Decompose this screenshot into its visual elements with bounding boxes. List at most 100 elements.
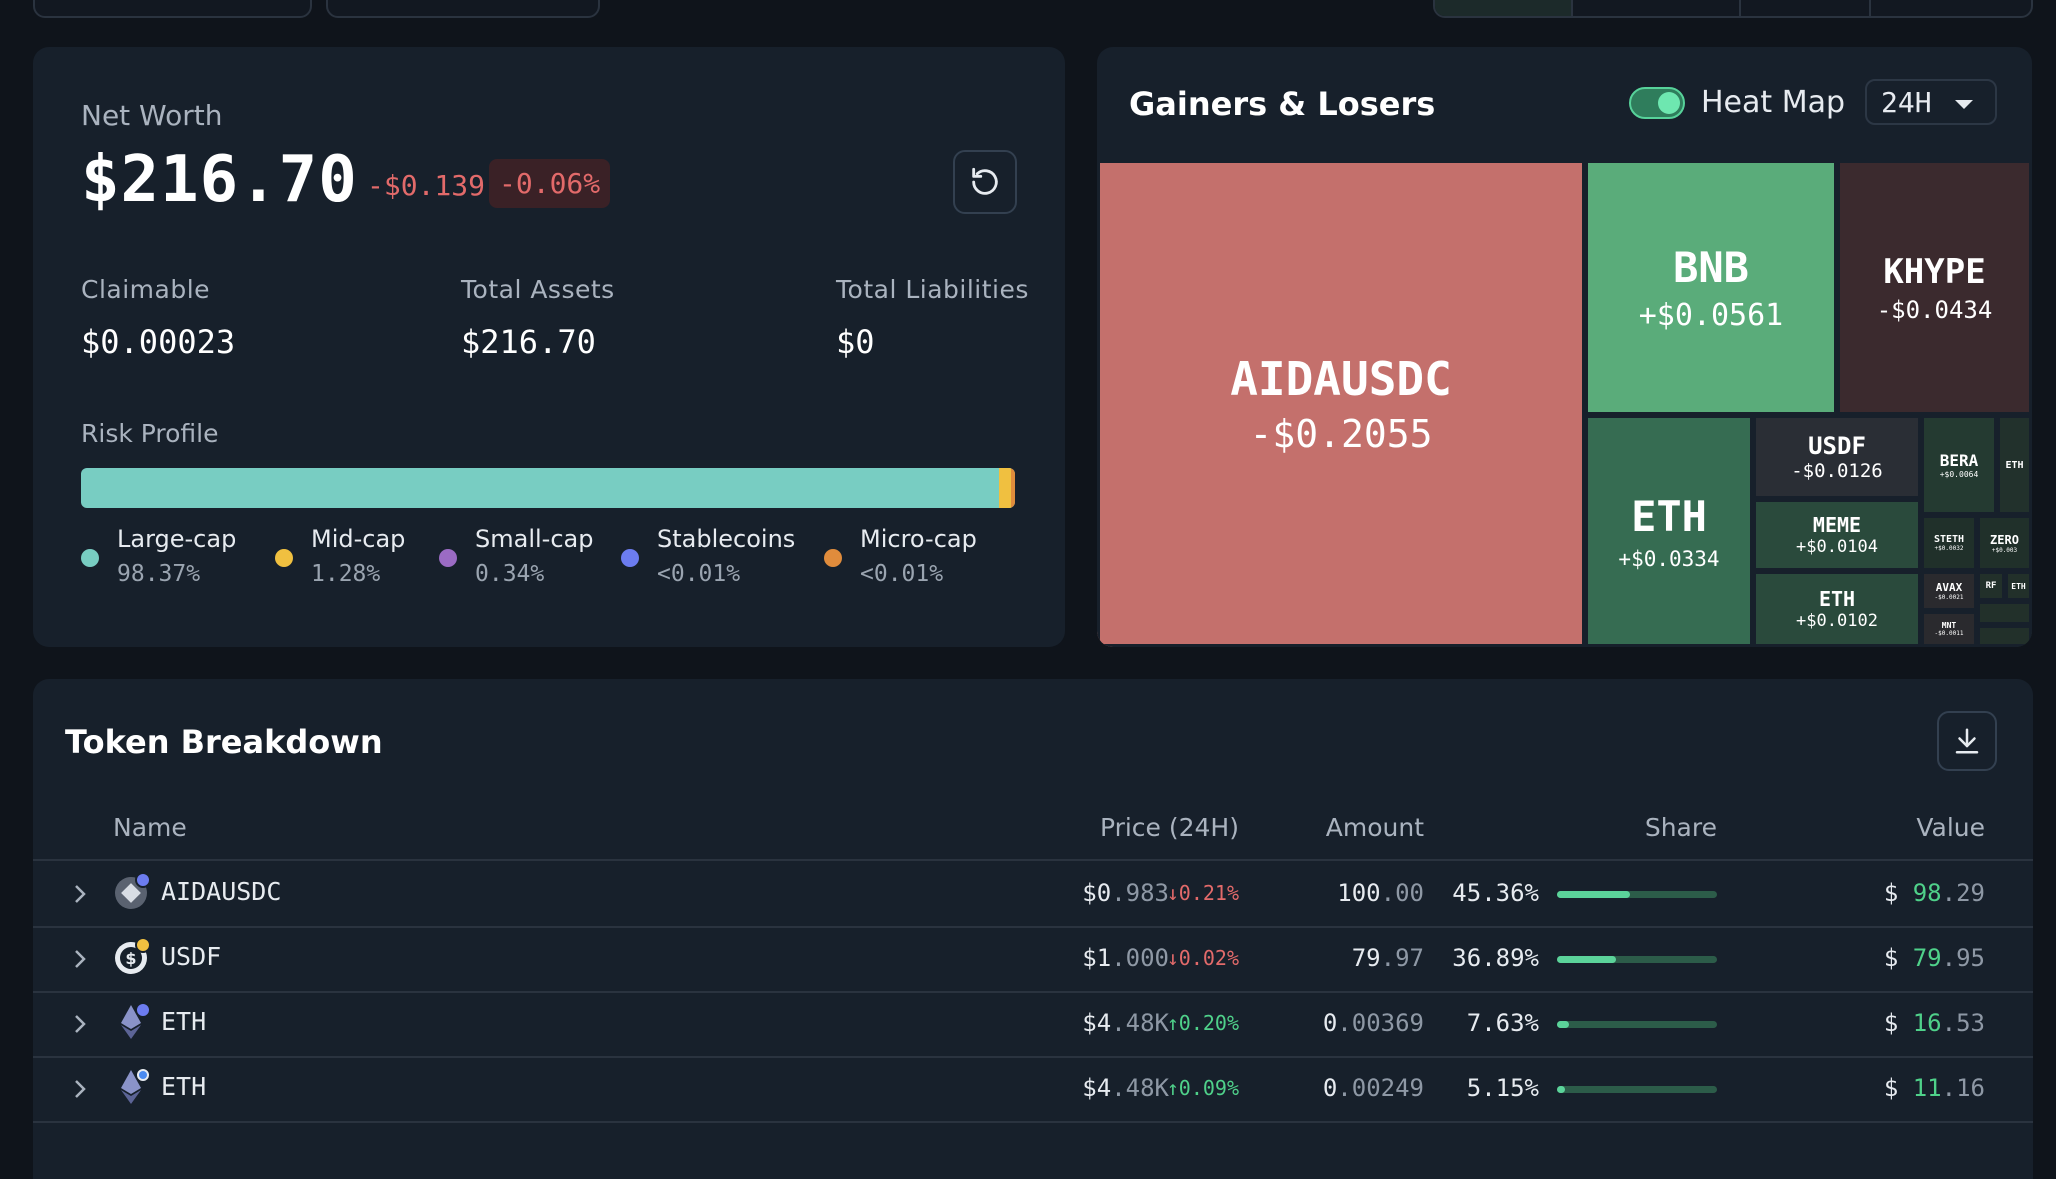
heatmap-tile-mnt[interactable]: MNT -$0.0011: [1921, 611, 1977, 647]
legend-pct: 98.37%: [117, 561, 201, 587]
heatmap-toggle[interactable]: [1629, 87, 1685, 119]
risk-profile-bar: [81, 468, 1015, 508]
heatmap-tile-zero[interactable]: ZERO +$0.003: [1977, 515, 2032, 571]
risk-profile-label: Risk Profile: [81, 419, 219, 448]
token-icon: [121, 1002, 151, 1039]
share-bar-fill: [1557, 956, 1617, 963]
header-divider: [33, 859, 2033, 861]
token-name: ETH: [161, 1072, 207, 1101]
token-breakdown-card: Token Breakdown Name Price (24H) Amount …: [33, 679, 2033, 1179]
heatmap-tile-avax[interactable]: AVAX -$0.0021: [1921, 571, 1977, 611]
legend-pct: 1.28%: [311, 561, 381, 587]
heatmap-tile-eth-2[interactable]: ETH +$0.0102: [1753, 571, 1921, 647]
tile-value: -$0.0021: [1934, 594, 1964, 601]
chevron-right-icon[interactable]: [73, 1013, 87, 1035]
table-row[interactable]: ETH $4.48K ↑0.20% 0.00369 7.63% $ 16.53: [33, 991, 2033, 1058]
price-change: ↓0.02%: [1166, 946, 1239, 970]
amount-cell: 79.97: [1351, 944, 1424, 972]
segment-4[interactable]: [1871, 0, 2031, 16]
legend-name: Micro-cap: [860, 525, 977, 553]
heatmap-tile-usdf[interactable]: USDF -$0.0126: [1753, 415, 1921, 499]
legend-dot: [621, 549, 639, 567]
tile-name: AIDAUSDC: [1230, 351, 1452, 406]
tile-value: -$0.0126: [1791, 460, 1883, 482]
tile-value: +$0.0032: [1934, 545, 1964, 552]
net-worth-change-pct: -0.06%: [489, 159, 611, 208]
share-bar: [1557, 891, 1717, 898]
tile-value: -$0.0434: [1876, 295, 1993, 324]
claimable-value: $0.00023: [81, 323, 236, 361]
price-change: ↑0.20%: [1166, 1011, 1239, 1035]
legend-dot: [439, 549, 457, 567]
table-row[interactable]: $ USDF $1.000 ↓0.02% 79.97 36.89% $ 79.9…: [33, 926, 2033, 993]
amount-cell: 0.00369: [1322, 1009, 1424, 1037]
heatmap-label: Heat Map: [1701, 85, 1846, 120]
price-cell: $4.48K: [1082, 1009, 1169, 1037]
tile-name: ETH: [2005, 459, 2024, 471]
column-header-name[interactable]: Name: [113, 813, 187, 842]
tile-name: MEME: [1812, 513, 1862, 537]
amount-cell: 100.00: [1337, 879, 1424, 907]
total-liabilities-label: Total Liabilities: [836, 275, 1029, 304]
segment-3[interactable]: [1741, 0, 1871, 16]
share-bar-fill: [1557, 891, 1630, 898]
heatmap-tile-steth[interactable]: STETH +$0.0032: [1921, 515, 1977, 571]
token-breakdown-title: Token Breakdown: [65, 723, 383, 761]
segment-2[interactable]: [1573, 0, 1741, 16]
chevron-right-icon[interactable]: [73, 948, 87, 970]
tile-value: -$0.2055: [1249, 411, 1433, 456]
legend-pct: <0.01%: [860, 561, 944, 587]
share-pct: 36.89%: [1452, 944, 1539, 972]
heatmap-tile-aidausdc[interactable]: AIDAUSDC -$0.2055: [1097, 160, 1585, 647]
amount-cell: 0.00249: [1322, 1074, 1424, 1102]
time-range-select[interactable]: 24H: [1865, 79, 1997, 125]
table-row[interactable]: ETH $4.48K ↑0.09% 0.00249 5.15% $ 11.16: [33, 1056, 2033, 1123]
heatmap-tile-eth-1[interactable]: ETH +$0.0334: [1585, 415, 1753, 647]
column-header-share[interactable]: Share: [1644, 813, 1717, 842]
value-cell: $ 98.29: [1883, 879, 1985, 907]
share-bar-fill: [1557, 1086, 1566, 1093]
column-header-value[interactable]: Value: [1916, 813, 1985, 842]
top-segmented-control[interactable]: [1433, 0, 2033, 18]
legend-name: Small-cap: [475, 525, 594, 553]
heatmap-tile-bnb[interactable]: BNB +$0.0561: [1585, 160, 1837, 415]
price-cell: $1.000: [1082, 944, 1169, 972]
heatmap-tile-bera[interactable]: BERA +$0.0064: [1921, 415, 1997, 515]
legend-dot: [824, 549, 842, 567]
gainers-losers-title: Gainers & Losers: [1129, 85, 1436, 123]
heatmap-tile-small-2[interactable]: [1977, 625, 2032, 647]
heatmap-tile-small-1[interactable]: [1977, 601, 2032, 625]
chevron-right-icon[interactable]: [73, 1078, 87, 1100]
legend-name: Large-cap: [117, 525, 237, 553]
value-cell: $ 79.95: [1883, 944, 1985, 972]
refresh-button[interactable]: [953, 150, 1017, 214]
risk-bar-mid-cap: [999, 468, 1011, 508]
tile-value: +$0.0334: [1618, 546, 1720, 571]
total-assets-value: $216.70: [461, 323, 596, 361]
table-row[interactable]: AIDAUSDC $0.983 ↓0.21% 100.00 45.36% $ 9…: [33, 861, 2033, 928]
column-header-price[interactable]: Price (24H): [1099, 813, 1239, 842]
tile-name: ETH: [1631, 491, 1707, 541]
column-header-amount[interactable]: Amount: [1325, 813, 1424, 842]
net-worth-change: -$0.139: [367, 169, 486, 202]
heatmap-tile-rf[interactable]: RF: [1977, 571, 2005, 601]
refresh-icon: [972, 167, 998, 195]
tile-value: -$0.0011: [1934, 630, 1964, 637]
heatmap-tile-eth-3[interactable]: ETH: [1997, 415, 2032, 515]
price-cell: $0.983: [1082, 879, 1169, 907]
tile-value: +$0.0561: [1638, 297, 1784, 333]
segment-1[interactable]: [1435, 0, 1573, 16]
heatmap-tile-meme[interactable]: MEME +$0.0104: [1753, 499, 1921, 571]
heatmap-tile-khype[interactable]: KHYPE -$0.0434: [1837, 160, 2032, 415]
token-icon: [115, 872, 151, 909]
chevron-right-icon[interactable]: [73, 883, 87, 905]
download-icon: [1955, 728, 1979, 754]
heatmap-tile-eth-4[interactable]: ETH: [2005, 571, 2032, 601]
top-filter-2[interactable]: [326, 0, 600, 18]
gainers-losers-card: Gainers & Losers Heat Map 24H AIDAUSDC -…: [1097, 47, 2032, 647]
legend-pct: 0.34%: [475, 561, 545, 587]
top-filter-1[interactable]: [33, 0, 312, 18]
download-button[interactable]: [1937, 711, 1997, 771]
risk-bar-small-cap: [1011, 468, 1015, 508]
tile-name: ETH: [2011, 581, 2026, 591]
